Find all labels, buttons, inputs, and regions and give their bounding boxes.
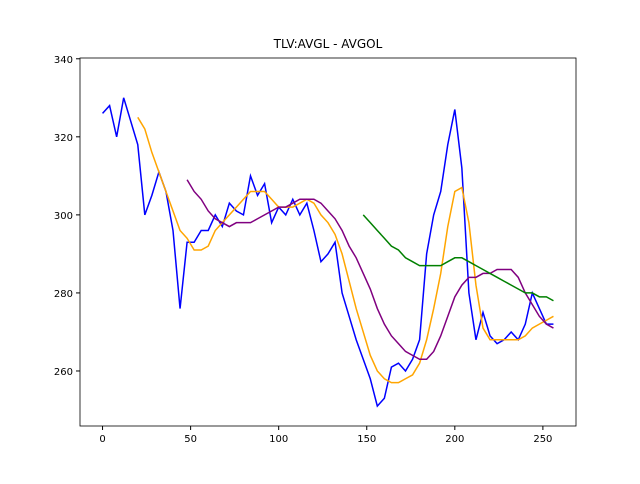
x-tick-label: 200: [445, 434, 464, 445]
y-tick-label: 320: [54, 133, 73, 144]
y-tick-label: 300: [54, 211, 73, 222]
x-tick-label: 250: [533, 434, 552, 445]
x-tick-label: 0: [99, 434, 105, 445]
series-line: [137, 116, 554, 384]
chart-title: TLV:AVGL - AVGOL: [273, 37, 383, 51]
y-tick-label: 280: [54, 289, 73, 300]
plot-frame: [79, 57, 577, 427]
series-line: [186, 179, 554, 361]
y-tick-label: 340: [54, 55, 73, 66]
x-tick-label: 150: [357, 434, 376, 445]
series-line: [101, 97, 554, 408]
series-line: [362, 214, 554, 302]
y-tick-label: 260: [54, 367, 73, 378]
x-tick-label: 100: [269, 434, 288, 445]
x-tick-label: 50: [184, 434, 197, 445]
